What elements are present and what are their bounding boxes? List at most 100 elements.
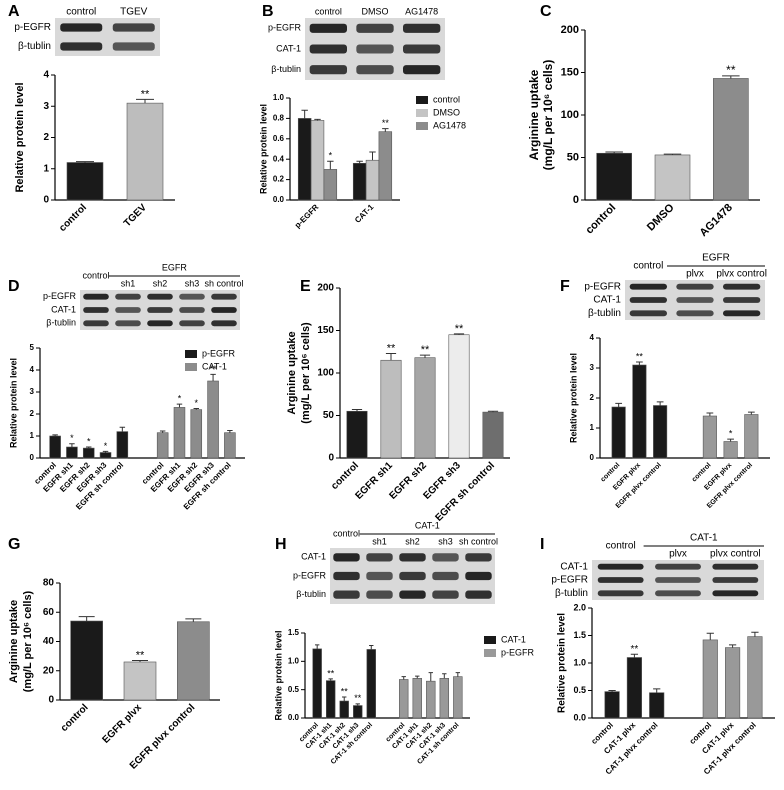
blot-lane-label: control bbox=[82, 270, 109, 280]
bar bbox=[49, 435, 61, 459]
y-tick-label: 50 bbox=[567, 151, 579, 163]
bar bbox=[713, 78, 749, 201]
error-bar bbox=[102, 450, 109, 453]
bar bbox=[744, 414, 759, 459]
error-bar bbox=[706, 632, 714, 640]
blot-band bbox=[597, 577, 644, 583]
blot-band bbox=[403, 23, 441, 33]
blot-band bbox=[676, 283, 714, 290]
y-tick-label: 0.8 bbox=[273, 114, 285, 123]
y-axis-label: Relative protein level bbox=[557, 613, 568, 713]
blot-band bbox=[366, 590, 393, 599]
bar bbox=[297, 118, 312, 201]
error-bar bbox=[727, 438, 734, 442]
blot-lane-label: control bbox=[606, 541, 636, 552]
blot-band bbox=[399, 553, 426, 562]
x-tick-label: EGFR plvx bbox=[100, 702, 144, 746]
blot-band bbox=[712, 590, 759, 597]
y-tick-label: 150 bbox=[317, 325, 334, 336]
blot-band bbox=[366, 571, 393, 581]
blot-lane-label: control bbox=[315, 6, 342, 16]
significance-mark: * bbox=[70, 433, 74, 443]
y-tick-label: 80 bbox=[43, 578, 55, 589]
blot-band bbox=[356, 23, 394, 33]
blot-band bbox=[147, 307, 173, 313]
bar bbox=[190, 409, 203, 459]
blot-band bbox=[60, 23, 103, 32]
y-tick-label: 100 bbox=[561, 109, 579, 121]
y-tick-label: 1.0 bbox=[288, 656, 300, 665]
blot-band bbox=[723, 297, 761, 303]
bar bbox=[439, 678, 449, 719]
y-tick-label: 2 bbox=[43, 132, 49, 143]
x-tick-label: CAT-1 bbox=[353, 202, 376, 225]
blot-band bbox=[676, 297, 714, 303]
blot-band bbox=[629, 297, 667, 303]
blot-band bbox=[115, 307, 141, 313]
significance-mark: ** bbox=[341, 686, 349, 696]
error-bar bbox=[78, 616, 95, 622]
blot-band bbox=[432, 571, 459, 581]
significance-mark: ** bbox=[631, 644, 639, 655]
blot-row-label: β-tublin bbox=[588, 308, 621, 319]
blot-band bbox=[179, 307, 205, 313]
legend-label: p-EGFR bbox=[202, 348, 236, 358]
error-bar bbox=[69, 443, 75, 447]
bar bbox=[353, 705, 363, 719]
y-tick-label: 60 bbox=[43, 607, 55, 618]
bar bbox=[653, 405, 668, 459]
blot-lane-label: plvx bbox=[669, 549, 687, 560]
blot-band bbox=[399, 590, 426, 599]
bar bbox=[173, 407, 186, 459]
y-tick-label: 0 bbox=[43, 195, 49, 206]
error-bar bbox=[351, 409, 363, 412]
blot-band bbox=[399, 571, 426, 581]
y-tick-label: 2.0 bbox=[573, 602, 586, 612]
blot-lane-label: AG1478 bbox=[405, 6, 438, 16]
error-bar bbox=[193, 408, 200, 410]
y-tick-label: 2 bbox=[590, 393, 595, 402]
x-tick-label: AG1478 bbox=[698, 202, 735, 239]
y-tick-label: 0.0 bbox=[573, 712, 586, 722]
y-axis-label: (mg/L per 10⁶ cells) bbox=[22, 590, 34, 692]
blot-row-label: β-tublin bbox=[296, 589, 326, 599]
blot-lane-label: control bbox=[633, 261, 663, 272]
error-bar bbox=[355, 703, 360, 706]
error-bar bbox=[728, 644, 737, 648]
bar bbox=[412, 678, 422, 719]
panel-letter: A bbox=[8, 3, 20, 20]
blot-lane-label: DMSO bbox=[362, 6, 389, 16]
blot-band bbox=[83, 293, 109, 300]
blot-row-label: p-EGFR bbox=[43, 291, 77, 301]
blot-row-label: p-EGFR bbox=[14, 22, 51, 33]
blot-band bbox=[356, 44, 394, 54]
error-bar bbox=[176, 403, 183, 408]
legend-swatch bbox=[185, 363, 197, 371]
blot-band bbox=[211, 320, 237, 327]
blot-band bbox=[723, 283, 761, 290]
error-bar bbox=[663, 153, 682, 155]
legend-label: p-EGFR bbox=[501, 647, 535, 657]
blot-row-label: CAT-1 bbox=[51, 304, 76, 314]
y-tick-label: 100 bbox=[317, 368, 334, 379]
legend-swatch bbox=[484, 636, 496, 644]
bar bbox=[723, 441, 738, 459]
blot-row-label: p-EGFR bbox=[584, 281, 621, 292]
bar bbox=[626, 657, 642, 719]
error-bar bbox=[119, 426, 126, 432]
blot-lane-label: sh3 bbox=[438, 536, 453, 546]
panel-letter: H bbox=[275, 536, 287, 553]
blot-lane-label: control bbox=[333, 528, 360, 538]
bar bbox=[747, 636, 763, 719]
bar bbox=[346, 410, 368, 459]
legend-label: control bbox=[433, 94, 460, 104]
blot-band bbox=[723, 310, 761, 317]
significance-mark: ** bbox=[141, 88, 150, 100]
bar bbox=[378, 131, 393, 201]
error-bar bbox=[52, 434, 58, 436]
y-tick-label: 200 bbox=[317, 283, 334, 294]
legend-label: CAT-1 bbox=[202, 361, 227, 371]
significance-mark: * bbox=[87, 436, 91, 446]
significance-mark: ** bbox=[354, 693, 362, 703]
